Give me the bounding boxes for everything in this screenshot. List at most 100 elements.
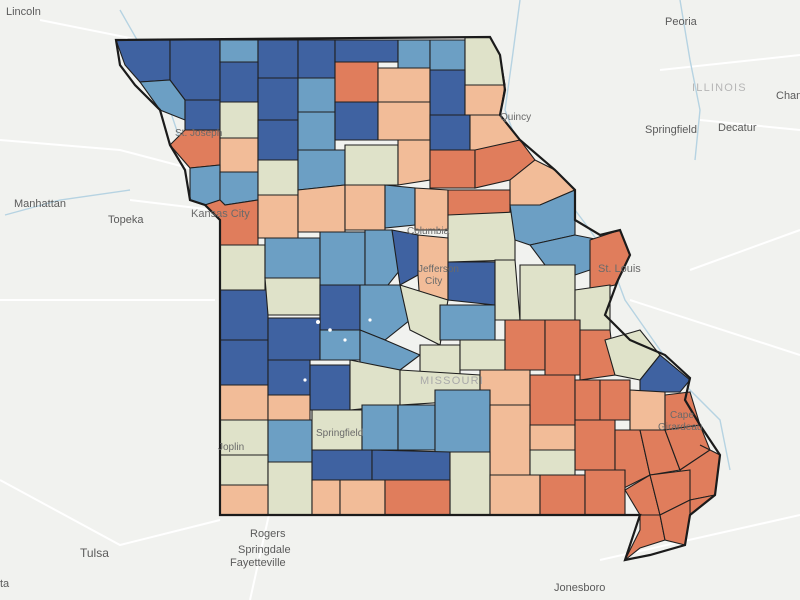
county-region[interactable] — [384, 184, 416, 229]
county-region[interactable] — [257, 77, 299, 121]
county-region[interactable] — [219, 289, 269, 341]
county-region[interactable] — [464, 36, 506, 86]
county-region[interactable] — [391, 229, 419, 286]
city-label-st-joseph: St. Joseph — [175, 128, 223, 139]
city-label-lincoln: Lincoln — [6, 6, 41, 18]
county-region[interactable] — [447, 189, 511, 216]
county-region[interactable] — [219, 484, 269, 516]
city-label-tulsa: Tulsa — [80, 546, 109, 560]
county-region[interactable] — [267, 317, 321, 361]
county-region[interactable] — [529, 449, 576, 476]
county-region[interactable] — [267, 461, 313, 516]
county-region[interactable] — [397, 404, 436, 451]
county-region[interactable] — [219, 137, 259, 173]
county-region[interactable] — [115, 39, 171, 83]
county-region[interactable] — [297, 77, 336, 113]
county-region[interactable] — [397, 39, 431, 69]
county-region[interactable] — [529, 424, 576, 451]
county-region[interactable] — [397, 139, 431, 186]
county-region[interactable] — [319, 231, 366, 286]
county-region[interactable] — [359, 329, 422, 371]
county-region[interactable] — [297, 111, 336, 151]
county-region[interactable] — [574, 419, 616, 471]
county-region[interactable] — [529, 374, 576, 426]
county-region[interactable] — [257, 159, 299, 196]
county-region[interactable] — [599, 379, 631, 421]
county-region[interactable] — [544, 319, 581, 376]
county-region[interactable] — [574, 379, 601, 421]
county-region[interactable] — [439, 304, 496, 341]
county-region[interactable] — [219, 101, 259, 139]
county-region[interactable] — [519, 264, 576, 321]
county-region[interactable] — [449, 451, 491, 516]
lakes — [303, 318, 372, 382]
county-region[interactable] — [489, 474, 541, 516]
county-region[interactable] — [429, 149, 476, 189]
county-region[interactable] — [334, 39, 399, 63]
county-region[interactable] — [219, 454, 269, 486]
county-region[interactable] — [434, 389, 491, 453]
county-region[interactable] — [267, 394, 311, 421]
county-region[interactable] — [297, 184, 346, 233]
county-region[interactable] — [267, 359, 311, 396]
county-region[interactable] — [264, 277, 321, 316]
county-region[interactable] — [361, 404, 399, 451]
county-region[interactable] — [334, 61, 379, 103]
county-region[interactable] — [464, 84, 506, 116]
county-region[interactable] — [203, 199, 259, 246]
county-region[interactable] — [319, 329, 361, 361]
county-region[interactable] — [267, 419, 313, 463]
county-region[interactable] — [504, 319, 546, 371]
county-region[interactable] — [429, 114, 471, 151]
county-region[interactable] — [297, 149, 346, 191]
city-label-wichita-partial: ta — [0, 578, 10, 590]
county-region[interactable] — [539, 474, 586, 516]
county-region[interactable] — [459, 339, 506, 371]
county-region[interactable] — [584, 469, 626, 516]
county-region[interactable] — [219, 339, 269, 386]
county-region[interactable] — [309, 364, 351, 411]
city-label-jefferson-city: City — [425, 276, 443, 287]
city-label-cape: Cape — [670, 410, 694, 421]
county-region[interactable] — [447, 211, 516, 263]
county-region[interactable] — [429, 69, 466, 116]
county-region[interactable] — [339, 479, 386, 516]
county-region[interactable] — [344, 184, 386, 231]
county-region[interactable] — [334, 101, 379, 141]
county-region[interactable] — [377, 101, 431, 141]
county-region[interactable] — [264, 237, 321, 279]
county-region[interactable] — [371, 449, 451, 481]
county-region[interactable] — [377, 67, 431, 103]
county-region[interactable] — [311, 479, 341, 516]
county-region[interactable] — [219, 171, 259, 206]
city-label-peoria: Peoria — [665, 16, 697, 28]
county-region[interactable] — [319, 284, 361, 331]
county-region[interactable] — [184, 99, 221, 131]
county-region[interactable] — [384, 479, 451, 516]
county-region[interactable] — [489, 404, 531, 476]
county-region[interactable] — [364, 229, 401, 296]
county-region[interactable] — [494, 259, 521, 321]
county-region[interactable] — [414, 187, 449, 231]
city-label-champaign: Cham — [776, 90, 800, 102]
county-region[interactable] — [311, 449, 373, 481]
county-region[interactable] — [429, 39, 466, 71]
city-label-fayetteville: Fayetteville — [230, 557, 286, 569]
county-region[interactable] — [344, 144, 399, 186]
county-region[interactable] — [219, 39, 259, 63]
county-region[interactable] — [219, 244, 266, 291]
county-region[interactable] — [359, 284, 411, 341]
county-region[interactable] — [189, 164, 221, 206]
county-region[interactable] — [297, 39, 336, 79]
county-region[interactable] — [257, 39, 299, 79]
county-region[interactable] — [257, 119, 299, 161]
county-region[interactable] — [257, 194, 299, 239]
city-label-girardeau: Girardeau — [658, 422, 703, 433]
county-region[interactable] — [219, 384, 269, 421]
county-region[interactable] — [639, 354, 691, 393]
roads — [0, 19, 800, 600]
city-label-springfield-mo: Springfield — [316, 428, 364, 439]
county-region[interactable] — [219, 61, 259, 103]
